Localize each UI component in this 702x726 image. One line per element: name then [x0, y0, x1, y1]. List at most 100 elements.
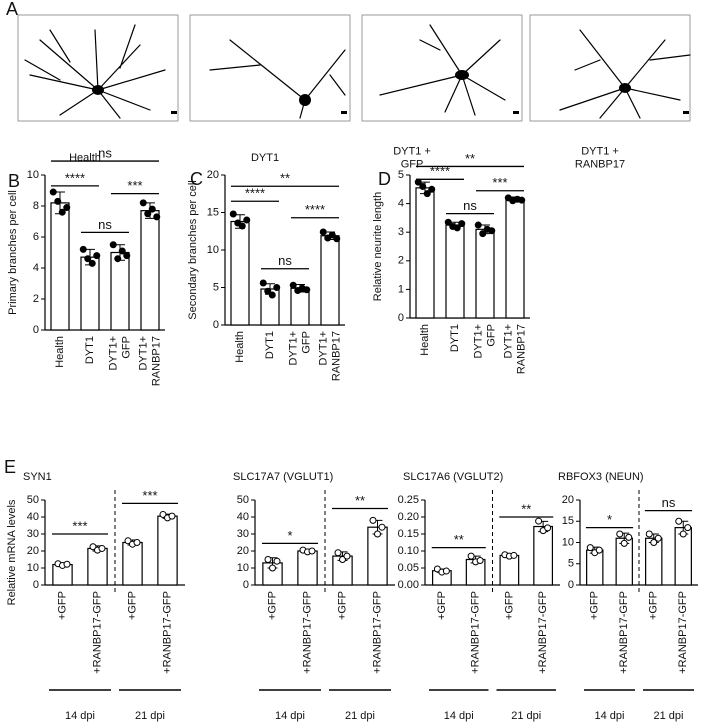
x-tick-label: Health	[419, 324, 431, 356]
data-point	[476, 557, 484, 565]
data-point	[269, 564, 276, 572]
data-point	[303, 286, 311, 294]
data-point	[586, 544, 594, 552]
data-point	[63, 204, 71, 212]
data-point	[159, 510, 167, 518]
x-tick-label: +RANBP17-GFP	[470, 591, 482, 674]
data-point	[238, 222, 246, 230]
bar	[80, 256, 100, 331]
image-label: Health	[69, 152, 101, 164]
y-tick-label: 30	[237, 528, 249, 540]
significance-label: ns	[662, 495, 676, 510]
data-point	[343, 552, 351, 560]
chart-title: RBFOX3 (NEUN)	[558, 471, 644, 483]
data-point	[84, 255, 92, 263]
data-point	[419, 182, 427, 190]
panel-letter: D	[378, 169, 391, 189]
x-tick-label: DYT1+RANBP17	[318, 331, 343, 381]
y-tick-label: 5	[568, 558, 574, 570]
data-point	[79, 245, 87, 253]
y-tick-label: 0.10	[398, 545, 419, 557]
significance-label: ****	[245, 186, 265, 201]
significance-label: ****	[65, 170, 85, 185]
significance-label: **	[280, 171, 290, 186]
x-tick-label: DYT1+GFP	[473, 324, 498, 359]
data-point	[679, 530, 687, 538]
data-point	[654, 534, 662, 542]
data-point	[328, 231, 336, 239]
data-point	[423, 190, 431, 198]
panel-letter: C	[190, 169, 203, 189]
x-tick-label: +GFP	[648, 591, 660, 620]
bar	[122, 541, 143, 586]
data-point	[139, 199, 147, 207]
group-label: 14 dpi	[65, 710, 95, 722]
data-point	[518, 196, 526, 204]
data-point	[109, 241, 117, 249]
bar	[110, 251, 130, 331]
y-tick-label: 0.00	[398, 579, 419, 591]
bar	[320, 235, 340, 326]
y-tick-label: 40	[237, 511, 249, 523]
panel-letter: E	[4, 457, 16, 477]
data-point	[63, 560, 71, 568]
data-point	[467, 552, 475, 560]
data-point	[89, 543, 97, 551]
x-tick-label: +RANBP17-GFP	[301, 591, 313, 674]
x-tick-label: DYT1+RANBP17	[503, 324, 528, 374]
bar	[87, 547, 108, 586]
x-tick-label: DYT1+GFP	[108, 336, 133, 371]
significance-label: ***	[492, 175, 507, 190]
y-tick-label: 0	[398, 312, 404, 324]
x-tick-label: Health	[54, 336, 66, 368]
data-point	[273, 557, 281, 565]
y-tick-label: 0.25	[398, 494, 419, 506]
data-point	[625, 533, 633, 541]
x-tick-label: +RANBP17-GFP	[91, 591, 103, 674]
significance-label: ns	[98, 145, 112, 160]
x-tick-label: +RANBP17-GFP	[161, 591, 173, 674]
y-tick-label: 10	[562, 536, 574, 548]
significance-label: ***	[72, 518, 87, 533]
bar	[50, 202, 70, 331]
data-point	[273, 284, 281, 291]
x-tick-label: +RANBP17-GFP	[537, 591, 549, 674]
y-tick-label: 15	[562, 515, 574, 527]
y-tick-label: 0.05	[398, 562, 419, 574]
data-point	[595, 546, 603, 554]
data-point	[334, 549, 342, 557]
y-tick-label: 0	[243, 579, 249, 591]
data-point	[289, 281, 297, 289]
data-point	[444, 218, 452, 226]
image-label: DYT1 + RANBP17	[575, 146, 625, 171]
data-point	[544, 524, 552, 532]
bar	[415, 187, 435, 319]
y-tick-label: 5	[398, 169, 404, 181]
y-tick-label: 4	[33, 262, 39, 274]
y-axis-label: Secondary branches per cell	[187, 180, 199, 319]
x-tick-label: +RANBP17-GFP	[371, 591, 383, 674]
bar	[533, 525, 554, 586]
y-tick-label: 8	[33, 200, 39, 212]
data-point	[369, 516, 377, 524]
x-tick-label: +RANBP17-GFP	[618, 591, 630, 674]
data-point	[153, 213, 161, 221]
data-point	[442, 567, 450, 575]
data-point	[124, 537, 132, 545]
data-point	[264, 287, 272, 295]
group-label: 14 dpi	[444, 710, 474, 722]
y-tick-label: 30	[27, 528, 39, 540]
bar	[230, 220, 250, 326]
significance-label: ****	[305, 202, 325, 217]
data-point	[616, 530, 624, 538]
y-tick-label: 0.15	[398, 528, 419, 540]
panel-letter: A	[6, 0, 18, 19]
data-point	[378, 523, 386, 531]
data-point	[168, 512, 176, 520]
y-tick-label: 0	[568, 579, 574, 591]
y-tick-label: 0.20	[398, 511, 419, 523]
x-tick-label: DYT1	[449, 324, 461, 352]
significance-label: *	[287, 528, 292, 543]
y-tick-label: 1	[398, 283, 404, 295]
bar	[505, 198, 525, 319]
